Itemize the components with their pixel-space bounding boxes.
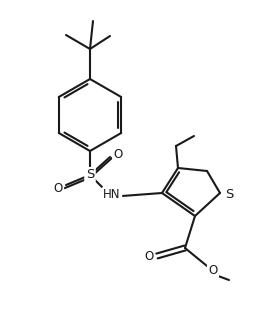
Text: O: O bbox=[208, 263, 218, 276]
Text: O: O bbox=[113, 147, 123, 160]
Text: S: S bbox=[86, 169, 94, 182]
Text: O: O bbox=[144, 250, 154, 263]
Text: S: S bbox=[225, 189, 233, 202]
Text: HN: HN bbox=[103, 189, 121, 202]
Text: O: O bbox=[53, 182, 63, 195]
